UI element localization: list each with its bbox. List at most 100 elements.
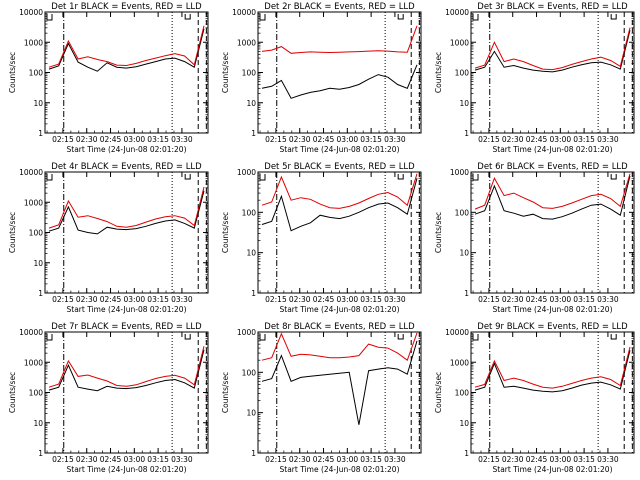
x-tick-label: 03:00 xyxy=(124,455,146,464)
y-tick-label: 100 xyxy=(455,208,470,217)
chart-panel-2: Det 2r BLACK = Events, RED = LLD 1 10 100 10… xyxy=(221,2,422,154)
chart-panel-7: Det 7r BLACK = Events, RED = LLD 1 10 100 10… xyxy=(8,322,209,474)
x-tick-label: 03:00 xyxy=(550,295,572,304)
x-tick-label: 03:30 xyxy=(597,295,619,304)
y-axis-label: Counts/sec xyxy=(221,372,230,413)
events-series-line xyxy=(261,340,418,425)
corner-bracket xyxy=(46,334,53,341)
plot-frame xyxy=(470,171,635,294)
plot-frame xyxy=(44,331,209,454)
events-series-line xyxy=(474,350,631,393)
y-tick-label: 1 xyxy=(38,289,43,298)
x-tick-label: 03:00 xyxy=(337,295,359,304)
lld-series-line xyxy=(48,186,205,229)
plot-frame xyxy=(44,171,209,294)
chart-title: Det 4r BLACK = Events, RED = LLD xyxy=(51,162,202,172)
y-tick-label: 1000 xyxy=(237,168,256,177)
x-tick-label: 03:30 xyxy=(384,135,406,144)
x-tick-label: 02:15 xyxy=(52,455,74,464)
x-tick-label: 02:45 xyxy=(313,295,335,304)
corner-bracket xyxy=(397,334,404,340)
x-tick-label: 02:15 xyxy=(265,295,287,304)
plot-frame xyxy=(257,11,422,134)
chart-panel-3: Det 3r BLACK = Events, RED = LLD 1 10 100 10… xyxy=(434,2,635,154)
x-tick-label: 03:30 xyxy=(384,295,406,304)
corner-bracket xyxy=(184,14,191,20)
y-tick-label: 1 xyxy=(464,129,469,138)
y-tick-label: 10000 xyxy=(19,168,43,177)
chart-panel-8: Det 8r BLACK = Events, RED = LLD 1 10 100 10… xyxy=(221,322,422,474)
x-tick-label: 03:00 xyxy=(337,455,359,464)
x-tick-label: 03:30 xyxy=(597,135,619,144)
x-axis-label: Start Time (24-Jun-08 02:01:20) xyxy=(280,145,400,154)
y-tick-label: 1 xyxy=(251,129,256,138)
chart-title: Det 9r BLACK = Events, RED = LLD xyxy=(477,322,628,332)
x-tick-label: 03:15 xyxy=(147,135,169,144)
y-tick-label: 1000 xyxy=(24,198,43,207)
chart-title: Det 1r BLACK = Events, RED = LLD xyxy=(51,2,202,12)
y-axis-label: Counts/sec xyxy=(434,52,443,93)
corner-bracket xyxy=(46,174,53,181)
x-tick-label: 02:30 xyxy=(502,455,524,464)
chart-panel-5: Det 5r BLACK = Events, RED = LLD 1 10 100 10… xyxy=(221,162,422,314)
y-tick-label: 1 xyxy=(251,449,256,458)
x-tick-label: 02:45 xyxy=(526,295,548,304)
y-tick-label: 100 xyxy=(29,69,44,78)
x-axis-label: Start Time (24-Jun-08 02:01:20) xyxy=(67,145,187,154)
x-tick-label: 02:30 xyxy=(76,135,98,144)
x-tick-label: 02:30 xyxy=(502,295,524,304)
y-tick-label: 10 xyxy=(246,99,256,108)
x-tick-label: 02:15 xyxy=(52,135,74,144)
corner-bracket xyxy=(610,334,617,340)
y-tick-label: 100 xyxy=(29,229,44,238)
y-tick-label: 10 xyxy=(33,259,43,268)
x-tick-label: 03:15 xyxy=(573,295,595,304)
y-tick-label: 1000 xyxy=(24,358,43,367)
x-tick-label: 03:15 xyxy=(573,455,595,464)
corner-bracket xyxy=(184,174,191,180)
chart-title: Det 6r BLACK = Events, RED = LLD xyxy=(477,162,628,172)
y-tick-label: 100 xyxy=(455,69,470,78)
chart-title: Det 2r BLACK = Events, RED = LLD xyxy=(264,2,415,12)
y-tick-label: 1000 xyxy=(237,328,256,337)
lld-series-line xyxy=(48,346,205,388)
plot-frame xyxy=(44,11,209,134)
lld-series-line xyxy=(261,173,418,209)
lld-series-line xyxy=(474,173,631,210)
y-axis-label: Counts/sec xyxy=(434,372,443,413)
x-tick-label: 02:15 xyxy=(478,295,500,304)
corner-bracket xyxy=(397,14,404,20)
y-tick-label: 10 xyxy=(33,99,43,108)
x-tick-label: 02:30 xyxy=(289,135,311,144)
x-tick-label: 03:30 xyxy=(597,455,619,464)
y-tick-label: 1000 xyxy=(450,38,469,47)
y-tick-label: 1 xyxy=(38,129,43,138)
corner-bracket xyxy=(184,334,191,340)
y-tick-label: 1000 xyxy=(450,168,469,177)
lld-series-line xyxy=(48,25,205,68)
x-tick-label: 02:45 xyxy=(526,135,548,144)
x-tick-label: 03:30 xyxy=(171,295,193,304)
corner-bracket xyxy=(610,14,617,20)
corner-bracket xyxy=(610,174,617,180)
x-tick-label: 02:30 xyxy=(76,455,98,464)
x-axis-label: Start Time (24-Jun-08 02:01:20) xyxy=(493,465,613,474)
plot-frame xyxy=(257,171,422,294)
x-tick-label: 03:30 xyxy=(171,135,193,144)
x-tick-label: 03:15 xyxy=(147,295,169,304)
x-tick-label: 03:15 xyxy=(360,295,382,304)
x-tick-label: 02:30 xyxy=(289,295,311,304)
x-tick-label: 02:45 xyxy=(100,295,122,304)
x-tick-label: 03:00 xyxy=(337,135,359,144)
x-tick-label: 02:45 xyxy=(313,135,335,144)
events-series-line xyxy=(48,349,205,392)
y-tick-label: 10 xyxy=(246,409,256,418)
y-tick-label: 100 xyxy=(242,208,257,217)
chart-title: Det 7r BLACK = Events, RED = LLD xyxy=(51,322,202,332)
x-tick-label: 02:45 xyxy=(100,455,122,464)
corner-bracket xyxy=(259,334,266,341)
events-series-line xyxy=(474,175,631,220)
events-series-line xyxy=(48,28,205,72)
events-series-line xyxy=(48,190,205,235)
lld-series-line xyxy=(261,25,418,54)
